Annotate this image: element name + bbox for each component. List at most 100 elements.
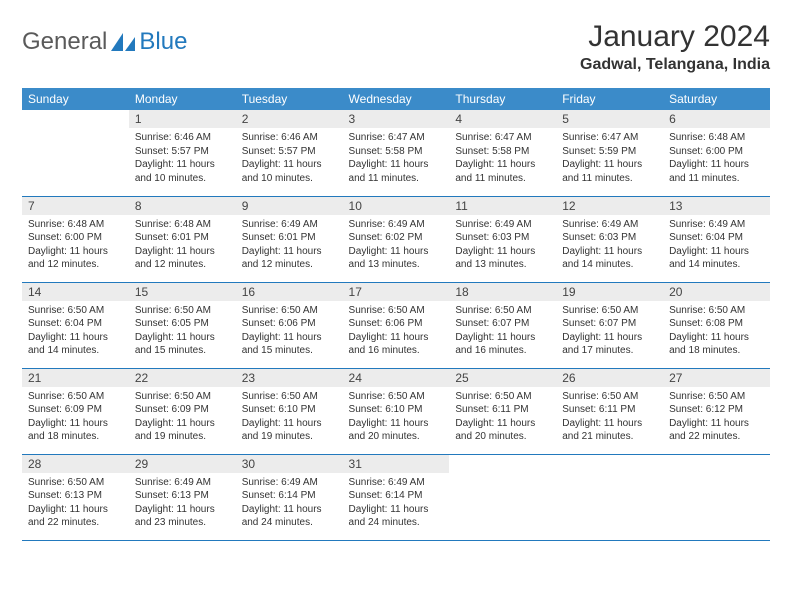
sunrise-text: Sunrise: 6:46 AM [242,131,337,145]
daylight-text: Daylight: 11 hours and 14 minutes. [562,245,657,272]
day-number: 28 [22,455,129,473]
calendar-cell [449,454,556,540]
sunrise-text: Sunrise: 6:47 AM [349,131,444,145]
daylight-text: Daylight: 11 hours and 20 minutes. [455,417,550,444]
sunrise-text: Sunrise: 6:49 AM [242,476,337,490]
sunset-text: Sunset: 6:11 PM [455,403,550,417]
day-number: 3 [343,110,450,128]
logo-sail-icon [109,31,137,53]
sunrise-text: Sunrise: 6:50 AM [135,304,230,318]
daylight-text: Daylight: 11 hours and 11 minutes. [349,158,444,185]
sunset-text: Sunset: 6:10 PM [242,403,337,417]
day-details: Sunrise: 6:49 AMSunset: 6:04 PMDaylight:… [663,215,770,278]
sunset-text: Sunset: 6:03 PM [562,231,657,245]
sunset-text: Sunset: 6:07 PM [455,317,550,331]
daylight-text: Daylight: 11 hours and 13 minutes. [349,245,444,272]
day-details: Sunrise: 6:50 AMSunset: 6:11 PMDaylight:… [556,387,663,450]
col-tuesday: Tuesday [236,88,343,110]
sunset-text: Sunset: 6:09 PM [28,403,123,417]
day-details: Sunrise: 6:47 AMSunset: 5:58 PMDaylight:… [449,128,556,191]
sunset-text: Sunset: 6:05 PM [135,317,230,331]
sunrise-text: Sunrise: 6:49 AM [135,476,230,490]
daylight-text: Daylight: 11 hours and 12 minutes. [242,245,337,272]
calendar-cell: 22Sunrise: 6:50 AMSunset: 6:09 PMDayligh… [129,368,236,454]
day-details: Sunrise: 6:48 AMSunset: 6:01 PMDaylight:… [129,215,236,278]
sunrise-text: Sunrise: 6:50 AM [349,304,444,318]
sunrise-text: Sunrise: 6:46 AM [135,131,230,145]
logo: General Blue [22,20,187,56]
calendar-cell [556,454,663,540]
sunrise-text: Sunrise: 6:48 AM [28,218,123,232]
sunset-text: Sunset: 6:00 PM [669,145,764,159]
day-details: Sunrise: 6:47 AMSunset: 5:58 PMDaylight:… [343,128,450,191]
calendar-cell: 10Sunrise: 6:49 AMSunset: 6:02 PMDayligh… [343,196,450,282]
sunset-text: Sunset: 5:58 PM [349,145,444,159]
logo-text-general: General [22,28,107,56]
day-number [449,455,556,473]
calendar-cell: 1Sunrise: 6:46 AMSunset: 5:57 PMDaylight… [129,110,236,196]
daylight-text: Daylight: 11 hours and 24 minutes. [349,503,444,530]
calendar-cell: 7Sunrise: 6:48 AMSunset: 6:00 PMDaylight… [22,196,129,282]
calendar-cell: 16Sunrise: 6:50 AMSunset: 6:06 PMDayligh… [236,282,343,368]
calendar-cell: 25Sunrise: 6:50 AMSunset: 6:11 PMDayligh… [449,368,556,454]
day-number [663,455,770,473]
day-number: 9 [236,197,343,215]
sunset-text: Sunset: 6:00 PM [28,231,123,245]
day-details: Sunrise: 6:49 AMSunset: 6:02 PMDaylight:… [343,215,450,278]
col-sunday: Sunday [22,88,129,110]
daylight-text: Daylight: 11 hours and 11 minutes. [562,158,657,185]
sunrise-text: Sunrise: 6:50 AM [242,304,337,318]
calendar-cell: 3Sunrise: 6:47 AMSunset: 5:58 PMDaylight… [343,110,450,196]
calendar-cell: 2Sunrise: 6:46 AMSunset: 5:57 PMDaylight… [236,110,343,196]
daylight-text: Daylight: 11 hours and 12 minutes. [28,245,123,272]
sunrise-text: Sunrise: 6:50 AM [135,390,230,404]
day-details: Sunrise: 6:46 AMSunset: 5:57 PMDaylight:… [129,128,236,191]
day-number: 31 [343,455,450,473]
calendar-cell [22,110,129,196]
sunset-text: Sunset: 6:11 PM [562,403,657,417]
sunrise-text: Sunrise: 6:50 AM [562,390,657,404]
sunset-text: Sunset: 5:57 PM [135,145,230,159]
sunset-text: Sunset: 6:04 PM [669,231,764,245]
sunset-text: Sunset: 6:01 PM [242,231,337,245]
sunset-text: Sunset: 6:14 PM [349,489,444,503]
col-wednesday: Wednesday [343,88,450,110]
sunrise-text: Sunrise: 6:50 AM [669,390,764,404]
location-label: Gadwal, Telangana, India [580,56,770,74]
title-block: January 2024 Gadwal, Telangana, India [580,20,770,74]
daylight-text: Daylight: 11 hours and 20 minutes. [349,417,444,444]
day-number: 11 [449,197,556,215]
calendar-cell: 15Sunrise: 6:50 AMSunset: 6:05 PMDayligh… [129,282,236,368]
day-number: 17 [343,283,450,301]
day-details: Sunrise: 6:49 AMSunset: 6:14 PMDaylight:… [343,473,450,536]
calendar-cell: 18Sunrise: 6:50 AMSunset: 6:07 PMDayligh… [449,282,556,368]
daylight-text: Daylight: 11 hours and 11 minutes. [669,158,764,185]
sunset-text: Sunset: 6:03 PM [455,231,550,245]
calendar-table: Sunday Monday Tuesday Wednesday Thursday… [22,88,770,541]
sunset-text: Sunset: 6:14 PM [242,489,337,503]
calendar-cell [663,454,770,540]
day-details: Sunrise: 6:50 AMSunset: 6:08 PMDaylight:… [663,301,770,364]
day-number: 8 [129,197,236,215]
daylight-text: Daylight: 11 hours and 14 minutes. [669,245,764,272]
sunset-text: Sunset: 6:01 PM [135,231,230,245]
daylight-text: Daylight: 11 hours and 18 minutes. [669,331,764,358]
day-number: 5 [556,110,663,128]
day-details: Sunrise: 6:50 AMSunset: 6:13 PMDaylight:… [22,473,129,536]
sunrise-text: Sunrise: 6:47 AM [455,131,550,145]
calendar-cell: 11Sunrise: 6:49 AMSunset: 6:03 PMDayligh… [449,196,556,282]
calendar-cell: 9Sunrise: 6:49 AMSunset: 6:01 PMDaylight… [236,196,343,282]
col-monday: Monday [129,88,236,110]
calendar-cell: 26Sunrise: 6:50 AMSunset: 6:11 PMDayligh… [556,368,663,454]
calendar-cell: 27Sunrise: 6:50 AMSunset: 6:12 PMDayligh… [663,368,770,454]
day-number: 14 [22,283,129,301]
day-number: 26 [556,369,663,387]
sunrise-text: Sunrise: 6:48 AM [135,218,230,232]
day-details: Sunrise: 6:49 AMSunset: 6:14 PMDaylight:… [236,473,343,536]
sunrise-text: Sunrise: 6:49 AM [349,476,444,490]
day-number: 23 [236,369,343,387]
sunrise-text: Sunrise: 6:50 AM [562,304,657,318]
calendar-cell: 31Sunrise: 6:49 AMSunset: 6:14 PMDayligh… [343,454,450,540]
sunrise-text: Sunrise: 6:49 AM [669,218,764,232]
sunset-text: Sunset: 6:06 PM [242,317,337,331]
